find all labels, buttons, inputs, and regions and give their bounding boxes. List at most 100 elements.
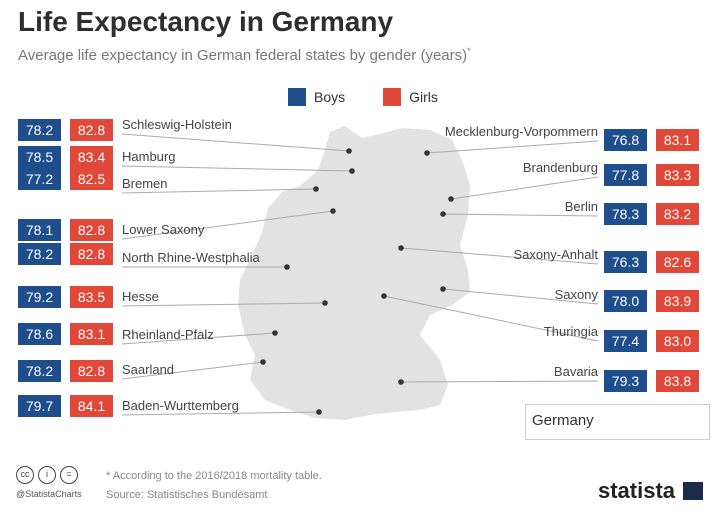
- no-derivatives-icon: =: [60, 466, 78, 484]
- state-label-north-rhine-westphalia: North Rhine-Westphalia: [122, 250, 260, 265]
- dot-berlin: [440, 211, 446, 217]
- boys-value-bavaria: 79.3: [604, 370, 647, 392]
- dot-saxony: [440, 286, 446, 292]
- boys-value-bremen: 77.2: [18, 168, 61, 190]
- girls-value-brandenburg: 83.3: [656, 164, 699, 186]
- girls-value-saxony-anhalt: 82.6: [656, 251, 699, 273]
- girls-value-schleswig-holstein: 82.8: [70, 119, 113, 141]
- girls-value-saxony: 83.9: [656, 290, 699, 312]
- boys-value-berlin: 78.3: [604, 203, 647, 225]
- dot-rheinland-pfalz: [272, 330, 278, 336]
- boys-value-saarland: 78.2: [18, 360, 61, 382]
- connector-schleswig-holstein: [121, 133, 350, 152]
- boys-value-hamburg: 78.5: [18, 146, 61, 168]
- dot-hamburg: [349, 168, 355, 174]
- boys-value-hesse: 79.2: [18, 286, 61, 308]
- boys-value-saxony: 78.0: [604, 290, 647, 312]
- dot-bremen: [313, 186, 319, 192]
- source-note: Source: Statistisches Bundesamt: [106, 489, 268, 501]
- state-label-bremen: Bremen: [122, 176, 168, 191]
- legend-item-boys: Boys: [288, 88, 345, 106]
- footnote: * According to the 2016/2018 mortality t…: [106, 470, 322, 482]
- chart-title: Life Expectancy in Germany: [18, 6, 394, 37]
- girls-value-rheinland-pfalz: 83.1: [70, 323, 113, 345]
- statista-logo: statista: [598, 478, 676, 503]
- dot-schleswig-holstein: [346, 148, 352, 154]
- connector-bavaria: [400, 380, 599, 383]
- boys-value-baden-wurttemberg: 79.7: [18, 395, 61, 417]
- legend-swatch-girls: [383, 88, 402, 106]
- boys-value-thuringia: 77.4: [604, 330, 647, 352]
- state-label-lower-saxony: Lower Saxony: [122, 222, 205, 237]
- subtitle-text: Average life expectancy in German federa…: [18, 47, 468, 64]
- dot-north-rhine-westphalia: [284, 264, 290, 270]
- state-label-saxony: Saxony: [554, 287, 598, 302]
- boys-value-saxony-anhalt: 76.3: [604, 251, 647, 273]
- state-label-bavaria: Bavaria: [553, 364, 598, 379]
- state-label-baden-wurttemberg: Baden-Wurttemberg: [122, 398, 239, 413]
- connector-hesse: [121, 302, 326, 307]
- dot-bavaria: [398, 379, 404, 385]
- state-label-saarland: Saarland: [122, 362, 175, 377]
- girls-value-hesse: 83.5: [70, 286, 113, 308]
- connector-saxony: [442, 288, 599, 305]
- state-label-rheinland-pfalz: Rheinland-Pfalz: [122, 327, 214, 342]
- girls-value-bavaria: 83.8: [656, 370, 699, 392]
- state-label-hamburg: Hamburg: [122, 149, 176, 164]
- germany-outline: [238, 126, 470, 420]
- girls-value-berlin: 83.2: [656, 203, 699, 225]
- attribution-icon: i: [38, 466, 56, 484]
- cc-icon: cc: [16, 466, 34, 484]
- dot-baden-wurttemberg: [316, 409, 322, 415]
- dot-saarland: [260, 359, 266, 365]
- connector-brandenburg: [450, 176, 599, 200]
- twitter-handle: @StatistaCharts: [16, 489, 82, 499]
- connector-lines: [121, 133, 599, 416]
- connector-hamburg: [121, 165, 353, 172]
- state-dots: [260, 148, 454, 415]
- state-label-berlin: Berlin: [564, 199, 598, 214]
- connector-saxony-anhalt: [400, 247, 599, 265]
- state-label-saxony-anhalt: Saxony-Anhalt: [513, 247, 598, 262]
- state-label-thuringia: Thuringia: [543, 324, 598, 339]
- germany-total-label: Germany: [532, 412, 594, 429]
- boys-value-brandenburg: 77.8: [604, 164, 647, 186]
- state-label-brandenburg: Brandenburg: [522, 160, 598, 175]
- boys-value-north-rhine-westphalia: 78.2: [18, 243, 61, 265]
- boys-value-schleswig-holstein: 78.2: [18, 119, 61, 141]
- dot-brandenburg: [448, 196, 454, 202]
- boys-value-lower-saxony: 78.1: [18, 219, 61, 241]
- girls-value-saarland: 82.8: [70, 360, 113, 382]
- girls-value-mecklenburg-vorpommern: 83.1: [656, 129, 699, 151]
- connector-rheinland-pfalz: [121, 332, 276, 345]
- girls-value-baden-wurttemberg: 84.1: [70, 395, 113, 417]
- state-label-hesse: Hesse: [122, 289, 159, 304]
- girls-value-lower-saxony: 82.8: [70, 219, 113, 241]
- legend: Boys Girls: [288, 88, 466, 106]
- girls-value-bremen: 82.5: [70, 168, 113, 190]
- dot-thuringia: [381, 293, 387, 299]
- legend-label-boys: Boys: [314, 89, 346, 105]
- girls-value-thuringia: 83.0: [656, 330, 699, 352]
- dot-mecklenburg-vorpommern: [424, 150, 430, 156]
- dot-lower-saxony: [330, 208, 336, 214]
- chart-subtitle: Average life expectancy in German federa…: [18, 46, 471, 64]
- connector-thuringia: [383, 295, 599, 342]
- legend-label-girls: Girls: [409, 89, 438, 105]
- state-label-schleswig-holstein: Schleswig-Holstein: [122, 117, 232, 132]
- legend-swatch-boys: [288, 88, 306, 106]
- germany-total-box: [525, 404, 710, 440]
- connector-baden-wurttemberg: [121, 411, 320, 416]
- statista-logo-icon: [683, 482, 703, 500]
- girls-value-north-rhine-westphalia: 82.8: [70, 243, 113, 265]
- subtitle-footnote-mark: *: [467, 46, 471, 56]
- boys-value-rheinland-pfalz: 78.6: [18, 323, 61, 345]
- dot-saxony-anhalt: [398, 245, 404, 251]
- connector-lower-saxony: [121, 210, 334, 240]
- connector-mecklenburg-vorpommern: [426, 140, 599, 154]
- connector-berlin: [442, 213, 599, 217]
- dot-hesse: [322, 300, 328, 306]
- boys-value-mecklenburg-vorpommern: 76.8: [604, 129, 647, 151]
- license-icons: cc i =: [16, 466, 78, 484]
- legend-item-girls: Girls: [383, 88, 438, 106]
